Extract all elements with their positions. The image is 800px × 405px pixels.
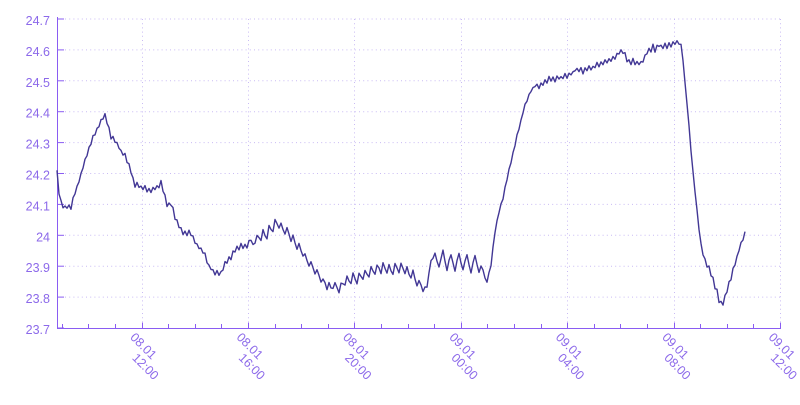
svg-text:24.1: 24.1 (26, 199, 50, 213)
svg-text:23.9: 23.9 (26, 261, 50, 275)
svg-text:24.7: 24.7 (26, 14, 50, 28)
svg-text:24.4: 24.4 (26, 107, 50, 121)
svg-text:24.2: 24.2 (26, 169, 50, 183)
svg-text:23.8: 23.8 (26, 292, 50, 306)
svg-text:23.7: 23.7 (26, 323, 50, 337)
svg-text:24: 24 (36, 230, 50, 244)
svg-text:24.6: 24.6 (26, 45, 50, 59)
svg-text:24.3: 24.3 (26, 138, 50, 152)
svg-text:24.5: 24.5 (26, 76, 50, 90)
